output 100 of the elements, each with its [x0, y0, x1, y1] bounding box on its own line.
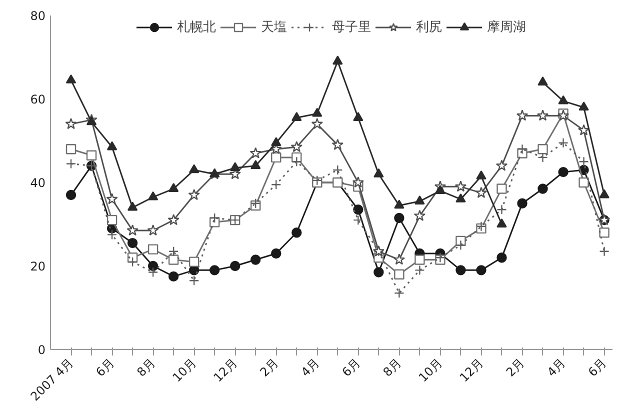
point	[394, 269, 404, 280]
point	[414, 254, 425, 265]
point	[311, 118, 323, 130]
point	[352, 176, 364, 188]
point	[578, 177, 589, 188]
point	[517, 198, 528, 208]
point	[250, 254, 261, 265]
point	[127, 238, 138, 248]
point	[599, 189, 610, 198]
point	[209, 212, 220, 224]
point	[106, 230, 118, 240]
point	[374, 168, 384, 178]
point	[353, 204, 364, 215]
point	[456, 265, 466, 276]
point	[536, 110, 549, 121]
point	[599, 246, 610, 256]
point	[188, 256, 200, 267]
point	[106, 193, 118, 204]
point	[414, 265, 425, 276]
point	[168, 246, 179, 256]
legend-label: 札幌北	[177, 19, 216, 36]
point	[148, 267, 158, 278]
point	[230, 162, 240, 172]
point	[456, 240, 466, 250]
point	[66, 144, 76, 154]
point	[332, 56, 343, 65]
point	[496, 252, 507, 263]
point	[538, 144, 548, 154]
point	[271, 137, 282, 146]
point	[148, 260, 158, 272]
point	[476, 221, 486, 232]
point	[147, 224, 159, 236]
point	[290, 140, 302, 152]
point	[148, 191, 158, 200]
point	[250, 147, 262, 158]
point	[516, 110, 528, 121]
point	[106, 214, 118, 226]
point	[188, 188, 200, 200]
point	[127, 202, 138, 211]
point	[578, 156, 589, 167]
point	[168, 182, 179, 192]
x-tick-label: 10月	[416, 356, 446, 385]
y-tick-label: 60	[30, 92, 46, 106]
point	[496, 204, 507, 215]
x-tick-label: 2月	[503, 356, 528, 380]
point	[271, 248, 282, 259]
point	[66, 190, 76, 200]
point	[86, 116, 97, 126]
point	[538, 152, 548, 163]
point	[292, 112, 302, 121]
point	[496, 184, 507, 194]
point	[454, 180, 467, 192]
point	[558, 95, 568, 104]
point	[168, 271, 179, 282]
x-tick-label: 6月	[585, 356, 610, 380]
x-tick-label: 4月	[298, 356, 322, 380]
point	[496, 218, 507, 228]
point	[188, 276, 200, 286]
x-tick-label: 8月	[134, 356, 158, 380]
point	[86, 150, 97, 160]
point	[271, 179, 282, 190]
point	[558, 138, 568, 148]
x-tick-label: 2月	[257, 356, 282, 380]
y-tick-label: 40	[30, 176, 46, 190]
point	[230, 260, 240, 272]
x-tick-label: 12月	[210, 356, 240, 385]
point	[558, 166, 568, 178]
point	[578, 124, 590, 136]
point	[332, 164, 343, 176]
point	[332, 138, 344, 150]
point	[292, 228, 302, 238]
point	[106, 141, 118, 150]
x-tick-label: 6月	[339, 356, 364, 380]
point	[66, 74, 76, 84]
point	[353, 214, 364, 226]
point	[414, 195, 425, 204]
x-tick-label: 12月	[457, 356, 486, 385]
point	[517, 144, 528, 154]
point	[65, 118, 77, 130]
point	[394, 212, 404, 224]
point	[496, 160, 508, 171]
point	[250, 198, 261, 208]
point	[538, 184, 548, 194]
point	[414, 210, 426, 221]
point	[578, 102, 589, 111]
point	[374, 267, 384, 278]
point	[292, 156, 302, 167]
legend-label: 摩周湖	[487, 19, 526, 36]
point	[435, 185, 446, 194]
x-tick-label: 6月	[93, 356, 117, 380]
y-tick-label: 0	[38, 343, 46, 357]
point	[353, 112, 364, 121]
point	[209, 265, 220, 276]
point	[394, 200, 404, 209]
point	[476, 265, 486, 276]
point	[126, 224, 138, 236]
point	[188, 164, 200, 174]
legend-label: 利尻	[416, 19, 442, 36]
y-tick-label: 80	[30, 9, 46, 23]
point	[127, 256, 138, 267]
